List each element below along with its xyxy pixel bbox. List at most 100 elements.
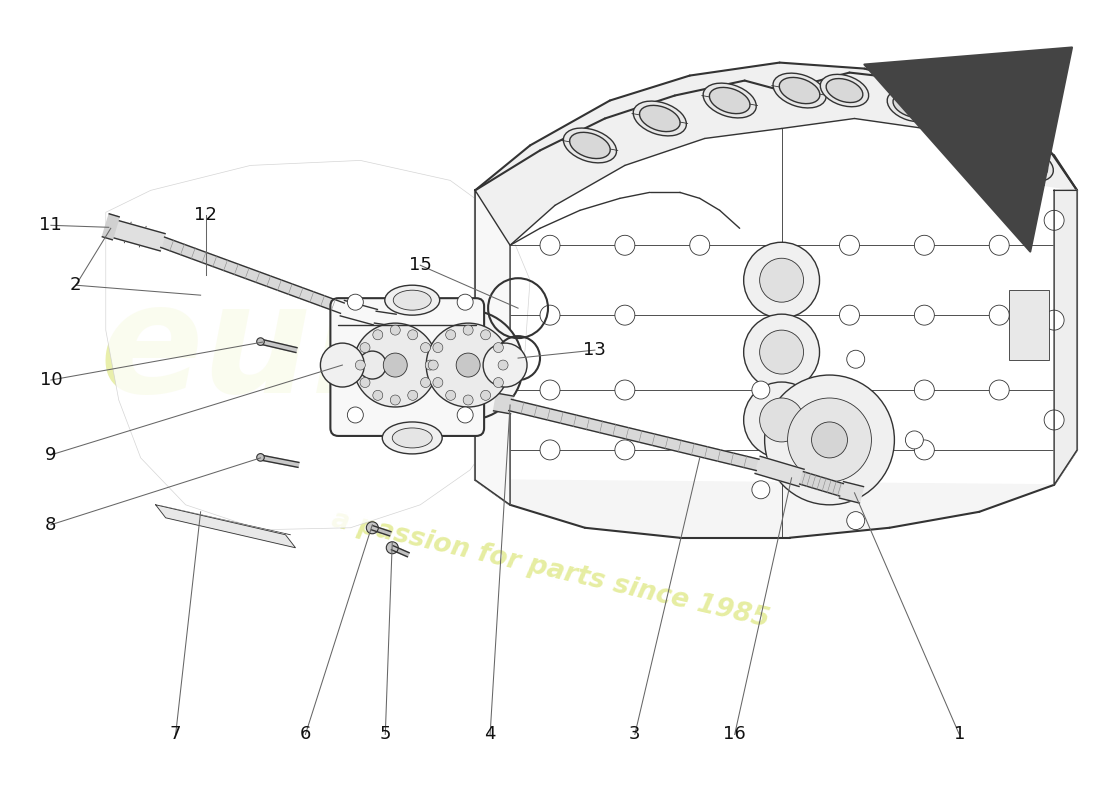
Polygon shape xyxy=(800,472,844,496)
Circle shape xyxy=(839,380,859,400)
Ellipse shape xyxy=(570,132,611,158)
Circle shape xyxy=(414,310,522,420)
Polygon shape xyxy=(340,301,377,325)
Circle shape xyxy=(914,305,934,325)
Circle shape xyxy=(408,330,418,340)
Circle shape xyxy=(615,305,635,325)
Circle shape xyxy=(905,431,923,449)
Circle shape xyxy=(348,407,363,423)
Text: 1: 1 xyxy=(954,726,965,743)
Ellipse shape xyxy=(956,118,992,142)
FancyBboxPatch shape xyxy=(330,298,484,436)
Ellipse shape xyxy=(563,128,616,163)
Polygon shape xyxy=(475,190,1077,480)
Ellipse shape xyxy=(393,428,432,448)
Circle shape xyxy=(764,375,894,505)
Polygon shape xyxy=(755,456,804,486)
Circle shape xyxy=(426,323,510,407)
Polygon shape xyxy=(372,526,390,536)
Text: 13: 13 xyxy=(583,341,606,359)
Circle shape xyxy=(446,330,455,340)
Circle shape xyxy=(256,454,264,461)
Circle shape xyxy=(989,305,1009,325)
Ellipse shape xyxy=(821,74,869,106)
Circle shape xyxy=(498,360,508,370)
Circle shape xyxy=(847,512,865,530)
Circle shape xyxy=(760,330,804,374)
Ellipse shape xyxy=(779,78,820,104)
Circle shape xyxy=(914,235,934,255)
Ellipse shape xyxy=(950,114,999,146)
Circle shape xyxy=(390,325,400,335)
Circle shape xyxy=(428,360,438,370)
Text: europ: europ xyxy=(99,275,602,425)
Circle shape xyxy=(481,390,491,400)
Circle shape xyxy=(540,235,560,255)
Text: 5: 5 xyxy=(379,726,390,743)
Ellipse shape xyxy=(773,73,826,108)
Circle shape xyxy=(433,378,443,387)
Text: 10: 10 xyxy=(40,371,63,389)
Polygon shape xyxy=(102,214,119,240)
Ellipse shape xyxy=(394,290,431,310)
Circle shape xyxy=(463,395,473,405)
Circle shape xyxy=(373,390,383,400)
Text: 11: 11 xyxy=(40,216,63,234)
Polygon shape xyxy=(374,311,396,326)
Circle shape xyxy=(494,378,504,387)
Circle shape xyxy=(483,343,527,387)
Circle shape xyxy=(752,481,770,498)
Text: 9: 9 xyxy=(45,446,56,464)
Circle shape xyxy=(615,235,635,255)
Circle shape xyxy=(348,294,363,310)
Ellipse shape xyxy=(703,83,757,118)
Text: 3: 3 xyxy=(629,726,640,743)
Ellipse shape xyxy=(383,422,442,454)
Circle shape xyxy=(355,360,365,370)
Polygon shape xyxy=(262,455,299,467)
Text: 8: 8 xyxy=(45,516,56,534)
Circle shape xyxy=(752,381,770,399)
Circle shape xyxy=(540,305,560,325)
Circle shape xyxy=(744,242,820,318)
Circle shape xyxy=(788,398,871,482)
Circle shape xyxy=(989,380,1009,400)
Circle shape xyxy=(373,330,383,340)
Polygon shape xyxy=(494,393,514,414)
Circle shape xyxy=(744,382,820,458)
Circle shape xyxy=(353,323,437,407)
Circle shape xyxy=(540,440,560,460)
Polygon shape xyxy=(106,161,530,530)
Ellipse shape xyxy=(385,285,440,315)
Circle shape xyxy=(420,342,430,353)
Ellipse shape xyxy=(710,87,750,114)
Circle shape xyxy=(420,378,430,387)
Ellipse shape xyxy=(1011,154,1047,178)
Circle shape xyxy=(481,330,491,340)
Circle shape xyxy=(494,342,504,353)
Circle shape xyxy=(615,380,635,400)
Circle shape xyxy=(446,390,455,400)
Circle shape xyxy=(615,440,635,460)
Polygon shape xyxy=(1054,190,1077,485)
Ellipse shape xyxy=(888,90,936,122)
Circle shape xyxy=(1044,210,1064,230)
Circle shape xyxy=(760,398,804,442)
Text: 4: 4 xyxy=(484,726,496,743)
Text: 2: 2 xyxy=(70,276,81,294)
Ellipse shape xyxy=(634,101,686,136)
Circle shape xyxy=(760,258,804,302)
Circle shape xyxy=(458,294,473,310)
Circle shape xyxy=(540,380,560,400)
Text: a passion for parts since 1985: a passion for parts since 1985 xyxy=(329,506,771,633)
Circle shape xyxy=(408,390,418,400)
Ellipse shape xyxy=(893,94,930,118)
Circle shape xyxy=(383,353,407,377)
Circle shape xyxy=(426,360,436,370)
Circle shape xyxy=(433,342,443,353)
Circle shape xyxy=(320,343,364,387)
Text: 7: 7 xyxy=(169,726,182,743)
Polygon shape xyxy=(156,505,296,548)
Circle shape xyxy=(839,305,859,325)
Circle shape xyxy=(744,314,820,390)
